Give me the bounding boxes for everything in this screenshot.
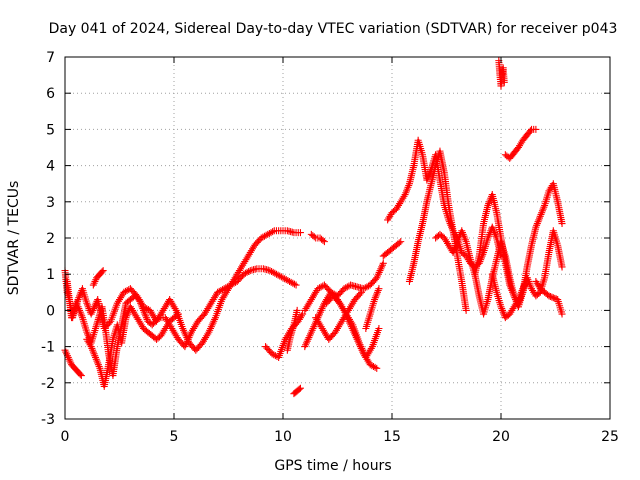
x-tick-label: 25 bbox=[601, 429, 619, 445]
series-t4 bbox=[83, 303, 182, 390]
series-t8 bbox=[290, 384, 304, 398]
data-point bbox=[523, 274, 531, 282]
y-tick-label: -3 bbox=[41, 412, 55, 428]
series-t9 bbox=[307, 230, 328, 246]
data-point bbox=[375, 285, 383, 293]
y-axis-label: SDTVAR / TECUs bbox=[6, 181, 22, 296]
data-point bbox=[526, 127, 534, 135]
data-point bbox=[462, 306, 470, 314]
data-point bbox=[397, 238, 405, 246]
y-tick-label: 0 bbox=[46, 303, 55, 319]
data-point bbox=[98, 268, 106, 276]
data-point bbox=[296, 384, 304, 392]
series-t21 bbox=[532, 277, 566, 318]
data-point bbox=[395, 239, 403, 247]
data-point bbox=[558, 263, 566, 271]
series-t14 bbox=[362, 285, 383, 332]
data-point bbox=[153, 315, 161, 323]
data-point bbox=[173, 311, 181, 319]
y-tick-label: -1 bbox=[41, 340, 55, 356]
data-point bbox=[379, 259, 387, 267]
data-point bbox=[558, 310, 566, 318]
y-tick-label: 6 bbox=[46, 86, 55, 102]
axis-ticks: 0 5 10 15 20 25 -3 -2 -1 0 1 2 3 4 5 6 7 bbox=[41, 50, 619, 445]
data-point bbox=[296, 229, 304, 237]
data-point bbox=[292, 281, 300, 289]
data-point bbox=[293, 306, 301, 314]
y-tick-label: 2 bbox=[46, 231, 55, 247]
x-tick-label: 0 bbox=[61, 429, 70, 445]
data-point bbox=[310, 233, 318, 241]
series-t20 bbox=[488, 270, 531, 322]
data-point bbox=[549, 294, 557, 302]
data-point bbox=[548, 293, 556, 301]
y-tick-label: 5 bbox=[46, 122, 55, 138]
x-tick-label: 20 bbox=[492, 429, 510, 445]
data-point bbox=[174, 310, 182, 318]
data-point bbox=[295, 385, 303, 393]
x-tick-label: 15 bbox=[383, 429, 401, 445]
y-tick-label: 7 bbox=[46, 50, 55, 66]
data-point bbox=[558, 220, 566, 228]
data-point bbox=[373, 364, 381, 372]
series-t7 bbox=[283, 306, 301, 354]
data-point bbox=[546, 293, 554, 301]
data-point bbox=[299, 310, 307, 318]
data-point bbox=[551, 294, 559, 302]
y-tick-label: 3 bbox=[46, 195, 55, 211]
series-t5 bbox=[89, 267, 107, 289]
y-tick-label: 4 bbox=[46, 159, 55, 175]
data-point bbox=[77, 372, 85, 380]
y-tick-label: -2 bbox=[41, 376, 55, 392]
data-point bbox=[545, 292, 553, 300]
data-point bbox=[532, 125, 540, 133]
y-tick-label: 1 bbox=[46, 267, 55, 283]
data-point bbox=[269, 228, 277, 236]
x-tick-label: 5 bbox=[170, 429, 179, 445]
series-t23 bbox=[501, 125, 540, 162]
data-point bbox=[290, 280, 298, 288]
data-point bbox=[375, 325, 383, 332]
data-point bbox=[356, 290, 364, 298]
series-t16 bbox=[379, 238, 405, 260]
data-point bbox=[357, 288, 365, 296]
series-t13 bbox=[312, 288, 365, 343]
data-point bbox=[500, 78, 508, 86]
data-point bbox=[99, 267, 107, 275]
data-point bbox=[319, 236, 327, 244]
x-axis-label: GPS time / hours bbox=[274, 458, 391, 474]
data-point bbox=[371, 363, 379, 371]
series-t22 bbox=[495, 57, 508, 90]
data-point bbox=[245, 267, 253, 275]
x-tick-label: 10 bbox=[274, 429, 292, 445]
chart-title: Day 041 of 2024, Sidereal Day-to-day VTE… bbox=[49, 21, 618, 37]
data-point bbox=[320, 238, 328, 246]
data-points bbox=[61, 57, 566, 398]
data-point bbox=[76, 370, 84, 378]
